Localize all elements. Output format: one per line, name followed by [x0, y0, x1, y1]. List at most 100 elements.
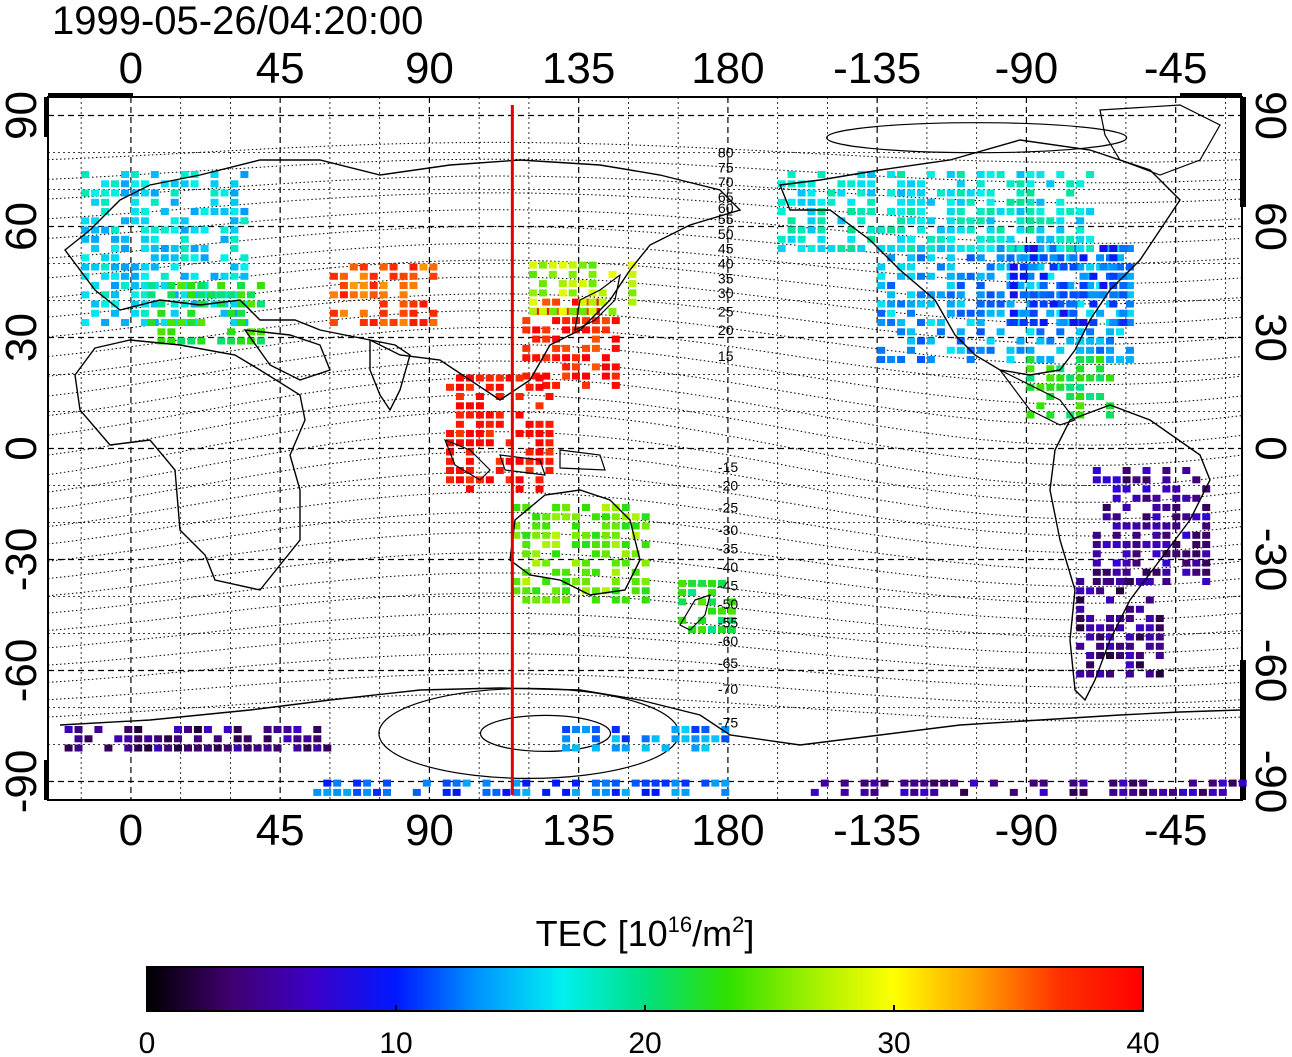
tec-cell-north-america	[887, 309, 896, 317]
tec-cell-mediterranean	[256, 337, 265, 345]
tec-cell-south-america	[1092, 568, 1101, 576]
tec-cell-antarctica-west	[74, 744, 83, 752]
tec-cell-new-zealand	[727, 626, 736, 634]
tec-cell-alaska-canada	[797, 180, 806, 188]
tec-cell-australia	[532, 559, 541, 567]
tec-cell-alaska-canada	[917, 208, 925, 215]
tec-cell-se-asia	[545, 467, 554, 474]
tec-cell-se-asia	[485, 430, 494, 437]
tec-cell-north-america	[1036, 245, 1045, 252]
tec-cell-antarctica-pacific	[810, 788, 819, 796]
tec-cell-north-america-east	[1089, 291, 1098, 299]
tec-cell-south-america	[1172, 494, 1181, 502]
tec-cell-south-america	[1162, 522, 1171, 530]
tec-cell-antarctica-south-pole	[323, 788, 332, 796]
tec-cell-europe	[170, 245, 179, 252]
tec-cell-australia	[532, 587, 541, 595]
tec-cell-north-america	[946, 300, 955, 308]
tec-cell-antarctica-west	[144, 735, 153, 743]
tec-cell-australia	[641, 596, 650, 604]
tec-cell-east-asia-north	[568, 261, 577, 269]
tec-cell-australia	[512, 531, 521, 539]
tec-cell-north-america	[1076, 346, 1085, 354]
mlat-label: -45	[718, 577, 738, 593]
tec-cell-north-america	[1046, 309, 1055, 317]
tec-cell-antarctica-pacific	[870, 779, 879, 787]
tec-cell-australia	[562, 504, 571, 511]
tec-cell-north-america	[996, 291, 1005, 299]
tec-cell-north-america	[1096, 337, 1105, 345]
tec-cell-north-america	[936, 263, 945, 271]
tec-cell-antarctica-pacific	[860, 788, 869, 796]
tec-cell-south-america	[1112, 485, 1121, 493]
tec-cell-north-america	[926, 254, 935, 262]
tec-cell-south-america	[1092, 578, 1101, 585]
tec-cell-europe	[111, 254, 119, 262]
tec-cell-north-america	[1066, 282, 1075, 289]
tec-cell-mediterranean	[227, 337, 236, 345]
tec-cell-europe	[140, 217, 149, 225]
tec-cell-south-america	[1102, 504, 1111, 511]
tec-cell-alaska-canada	[787, 198, 796, 206]
tec-cell-antarctica-east	[611, 726, 620, 733]
tec-cell-east-asia-north	[528, 307, 537, 315]
tec-cell-east-asia	[562, 363, 571, 371]
tec-cell-alaska-canada	[1076, 245, 1085, 252]
tec-cell-antarctica-south-pole	[711, 779, 720, 787]
tec-cell-se-asia	[446, 383, 454, 391]
tec-cell-europe	[210, 180, 219, 188]
tec-cell-antarctica-east	[641, 735, 650, 743]
colorbar-title-exponent: 16	[668, 912, 692, 937]
tec-cell-south-america	[1142, 541, 1151, 548]
tec-cell-central-asia	[399, 300, 408, 308]
tec-cell-caribbean	[1036, 383, 1045, 391]
tec-cell-south-america-south	[1076, 670, 1085, 678]
mlat-contour	[47, 552, 1243, 604]
tec-cell-mediterranean	[227, 309, 236, 317]
tec-cell-north-america-east	[1009, 282, 1018, 289]
tec-cell-east-asia-north	[588, 298, 597, 306]
tec-cell-se-asia	[535, 476, 544, 484]
tec-cell-south-america-south	[1125, 605, 1134, 613]
tec-cell-south-america	[1102, 568, 1111, 576]
tec-cell-antarctica-east	[591, 726, 600, 733]
tec-cell-alaska-canada	[946, 198, 955, 206]
tec-cell-south-america	[1122, 467, 1131, 474]
tec-cell-se-asia	[525, 467, 534, 474]
tec-cell-alaska-canada	[956, 217, 965, 225]
tec-cell-mediterranean	[237, 319, 245, 326]
tec-cell-south-america-south	[1116, 578, 1124, 585]
tec-cell-antarctica-west	[134, 735, 143, 743]
tec-cell-north-america-east	[1099, 263, 1108, 271]
tec-cell-east-asia	[601, 317, 610, 325]
tec-cell-alaska-canada	[936, 226, 945, 234]
tec-cell-antarctica-west	[74, 726, 83, 733]
tec-cell-caribbean	[1066, 374, 1075, 382]
tec-cell-antarctica-west	[223, 726, 232, 733]
tec-cell-antarctica-pacific	[1159, 788, 1168, 796]
tec-cell-antarctica-west	[104, 744, 113, 752]
tec-cell-north-america	[1106, 337, 1114, 345]
tec-cell-europe	[101, 189, 110, 197]
tec-cell-south-america	[1132, 541, 1141, 548]
tec-cell-antarctica-pacific	[940, 779, 949, 787]
tec-cell-north-america	[1116, 254, 1124, 262]
tec-cell-east-asia	[562, 344, 571, 352]
mlat-contour	[47, 293, 1243, 345]
tec-cell-se-asia	[535, 374, 544, 382]
tec-cell-north-america	[986, 309, 995, 317]
tec-cell-antarctica-south-pole	[542, 788, 551, 796]
tec-cell-central-asia	[409, 319, 418, 326]
tec-cell-alaska-canada	[857, 171, 866, 178]
tec-cell-north-america-east	[1109, 300, 1118, 308]
tec-cell-central-asia	[409, 263, 418, 271]
tec-cell-south-america	[1172, 522, 1181, 530]
tec-cell-se-asia	[465, 402, 474, 410]
tec-cell-caribbean	[1026, 374, 1035, 382]
tec-cell-europe	[150, 245, 159, 252]
tec-cell-antarctica-pacific	[1218, 779, 1227, 787]
tec-cell-antarctica-pacific	[900, 779, 909, 787]
tec-cell-europe	[170, 217, 179, 225]
